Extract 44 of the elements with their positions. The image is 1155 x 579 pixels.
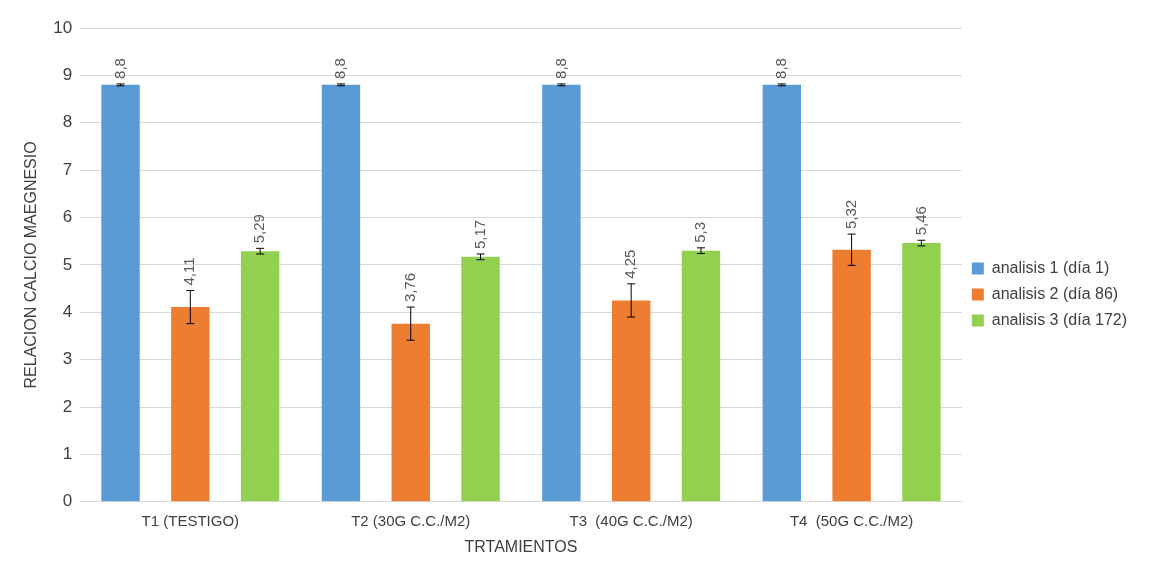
data-label: 8,8 bbox=[771, 58, 789, 79]
y-tick-label: 9 bbox=[62, 65, 73, 85]
data-label: 5,46 bbox=[911, 206, 929, 236]
y-tick-label: 8 bbox=[62, 112, 73, 132]
bar bbox=[461, 256, 500, 502]
y-axis-title: RELACION CALCIO MAEGNESIO bbox=[22, 141, 40, 389]
y-tick-label: 10 bbox=[53, 17, 73, 37]
y-tick-label: 3 bbox=[62, 349, 73, 369]
data-label: 8,8 bbox=[331, 58, 349, 79]
bar bbox=[171, 307, 210, 502]
data-label: 5,17 bbox=[470, 219, 488, 249]
bar bbox=[101, 84, 140, 502]
x-tick-label: T2 (30G C.C./M2) bbox=[351, 511, 471, 529]
bar bbox=[321, 84, 361, 502]
y-tick-label: 2 bbox=[62, 396, 73, 416]
data-label: 3,76 bbox=[400, 272, 418, 303]
x-axis-title: TRTAMIENTOS bbox=[464, 537, 578, 555]
bar bbox=[240, 251, 280, 502]
data-label: 8,8 bbox=[110, 58, 128, 79]
bar bbox=[762, 84, 801, 502]
y-tick-label: 6 bbox=[62, 207, 73, 227]
data-label: 5,32 bbox=[841, 199, 859, 230]
data-label: 4,11 bbox=[180, 257, 198, 286]
data-label: 4,25 bbox=[621, 249, 639, 279]
legend-label: analisis 1 (día 1) bbox=[991, 258, 1110, 276]
legend-label: analisis 3 (día 172) bbox=[991, 310, 1127, 328]
bar bbox=[832, 249, 871, 502]
x-tick-label: T3 (40G C.C./M2) bbox=[569, 511, 693, 529]
y-tick-label: 0 bbox=[62, 491, 73, 511]
bar bbox=[391, 323, 430, 502]
y-tick-label: 5 bbox=[62, 254, 73, 274]
data-label: 5,29 bbox=[250, 214, 268, 244]
y-tick-label: 1 bbox=[62, 444, 73, 464]
data-label: 8,8 bbox=[551, 58, 569, 79]
x-tick-label: T1 (TESTIGO) bbox=[141, 511, 240, 529]
y-tick-label: 7 bbox=[62, 159, 73, 179]
data-label: 5,3 bbox=[691, 221, 709, 243]
bar bbox=[542, 84, 581, 502]
bar bbox=[681, 250, 721, 502]
bar bbox=[611, 300, 651, 502]
bar bbox=[902, 243, 941, 502]
x-tick-label: T4 (50G C.C./M2) bbox=[789, 511, 914, 529]
legend-label: analisis 2 (día 86) bbox=[991, 284, 1119, 302]
y-tick-label: 4 bbox=[62, 301, 73, 321]
